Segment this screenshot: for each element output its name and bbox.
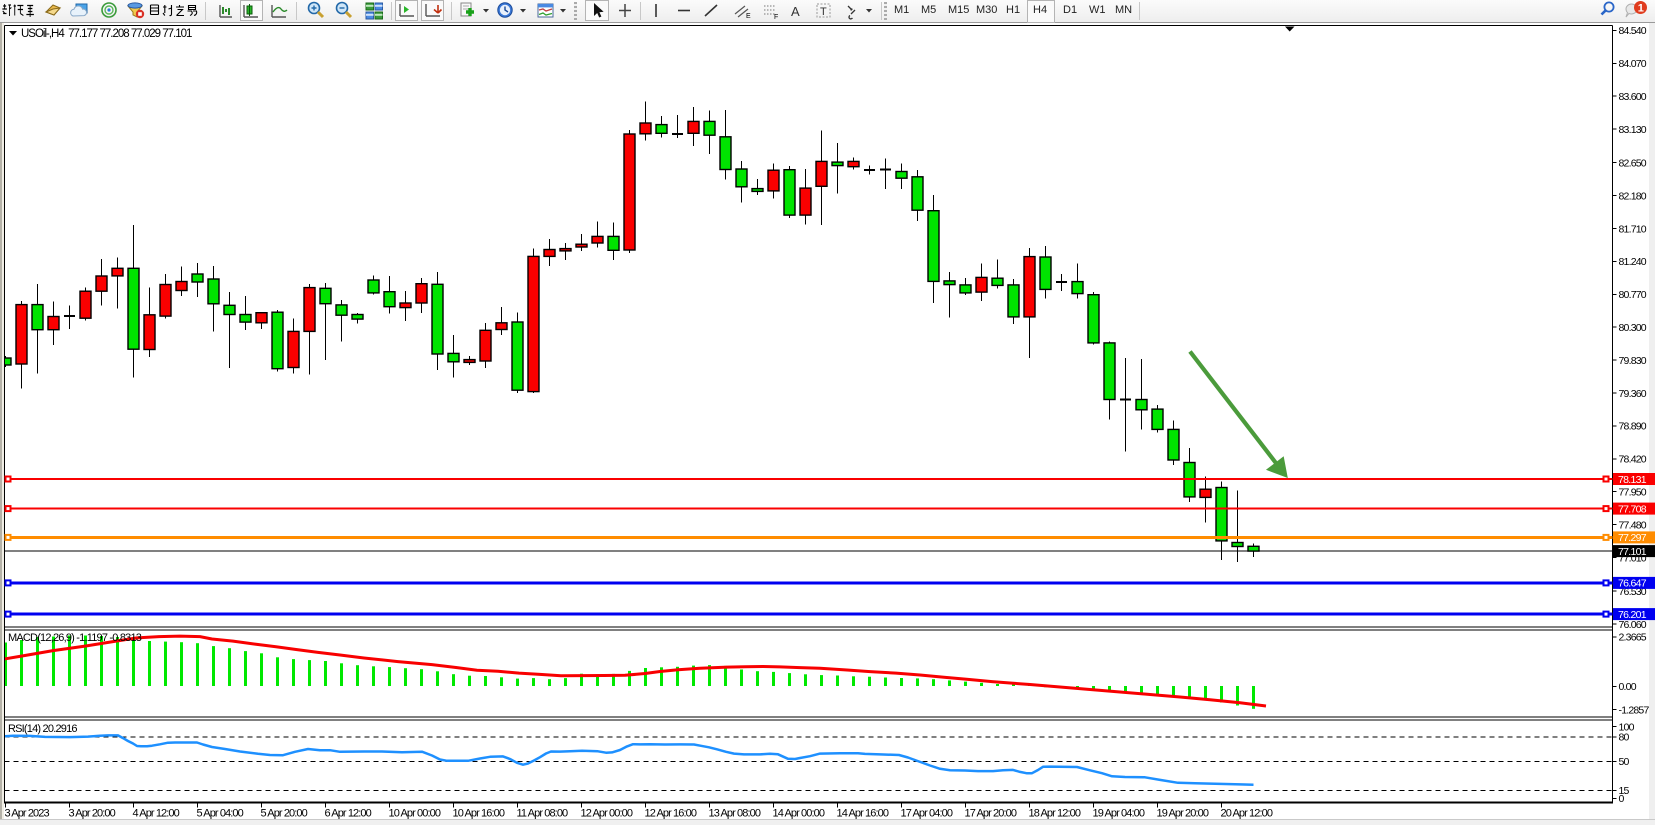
svg-text:USOil-,H4 77.177 77.208 77.02: USOil-,H4 77.177 77.208 77.029 77.101 bbox=[21, 28, 192, 40]
svg-text:11 Apr 08:00: 11 Apr 08:00 bbox=[517, 808, 569, 820]
svg-text:79.360: 79.360 bbox=[1619, 388, 1647, 400]
svg-text:77.708: 77.708 bbox=[1618, 503, 1647, 515]
svg-text:A: A bbox=[791, 4, 800, 19]
svg-text:77.480: 77.480 bbox=[1619, 519, 1647, 531]
svg-text:77.950: 77.950 bbox=[1619, 487, 1647, 499]
svg-text:RSI(14) 20.2916: RSI(14) 20.2916 bbox=[8, 723, 77, 735]
svg-text:80: 80 bbox=[1619, 732, 1630, 744]
svg-text:83.130: 83.130 bbox=[1619, 124, 1647, 136]
svg-text:20 Apr 12:00: 20 Apr 12:00 bbox=[1221, 808, 1273, 820]
svg-text:82.180: 82.180 bbox=[1619, 190, 1647, 202]
svg-text:-1.2857: -1.2857 bbox=[1619, 704, 1650, 716]
svg-text:13 Apr 08:00: 13 Apr 08:00 bbox=[709, 808, 761, 820]
svg-text:T: T bbox=[820, 6, 827, 18]
svg-text:3 Apr 2023: 3 Apr 2023 bbox=[5, 808, 50, 820]
svg-text:77.297: 77.297 bbox=[1618, 532, 1647, 544]
svg-text:17 Apr 20:00: 17 Apr 20:00 bbox=[965, 808, 1017, 820]
svg-text:76.060: 76.060 bbox=[1619, 619, 1647, 631]
svg-text:12 Apr 00:00: 12 Apr 00:00 bbox=[581, 808, 633, 820]
svg-text:5 Apr 20:00: 5 Apr 20:00 bbox=[261, 808, 308, 820]
svg-text:15: 15 bbox=[1619, 785, 1630, 797]
svg-text:10 Apr 00:00: 10 Apr 00:00 bbox=[389, 808, 441, 820]
svg-text:77.101: 77.101 bbox=[1618, 546, 1647, 558]
svg-text:F: F bbox=[774, 14, 778, 21]
svg-text:83.600: 83.600 bbox=[1619, 91, 1647, 103]
svg-text:E: E bbox=[746, 13, 751, 20]
svg-text:19 Apr 20:00: 19 Apr 20:00 bbox=[1157, 808, 1209, 820]
svg-text:0: 0 bbox=[1619, 793, 1625, 805]
svg-text:80.300: 80.300 bbox=[1619, 322, 1647, 334]
svg-text:0.00: 0.00 bbox=[1619, 681, 1637, 693]
svg-text:79.830: 79.830 bbox=[1619, 355, 1647, 367]
svg-text:14 Apr 00:00: 14 Apr 00:00 bbox=[773, 808, 825, 820]
svg-text:4 Apr 12:00: 4 Apr 12:00 bbox=[133, 808, 180, 820]
svg-text:78.890: 78.890 bbox=[1619, 421, 1647, 433]
svg-text:1: 1 bbox=[1638, 3, 1644, 15]
svg-text:80.770: 80.770 bbox=[1619, 289, 1647, 301]
svg-text:76.201: 76.201 bbox=[1618, 609, 1647, 621]
svg-text:19 Apr 04:00: 19 Apr 04:00 bbox=[1093, 808, 1145, 820]
svg-text:81.710: 81.710 bbox=[1619, 223, 1647, 235]
svg-text:84.540: 84.540 bbox=[1619, 25, 1647, 37]
svg-text:78.420: 78.420 bbox=[1619, 454, 1647, 466]
svg-text:14 Apr 16:00: 14 Apr 16:00 bbox=[837, 808, 889, 820]
svg-text:5 Apr 04:00: 5 Apr 04:00 bbox=[197, 808, 244, 820]
svg-text:76.647: 76.647 bbox=[1618, 578, 1647, 590]
svg-text:78.131: 78.131 bbox=[1618, 474, 1647, 486]
svg-text:12 Apr 16:00: 12 Apr 16:00 bbox=[645, 808, 697, 820]
svg-text:10 Apr 16:00: 10 Apr 16:00 bbox=[453, 808, 505, 820]
svg-text:MACD(12,26,9) -1.1197 -0.8313: MACD(12,26,9) -1.1197 -0.8313 bbox=[8, 632, 142, 644]
svg-text:18 Apr 12:00: 18 Apr 12:00 bbox=[1029, 808, 1081, 820]
svg-text:2.3665: 2.3665 bbox=[1619, 632, 1647, 644]
svg-text:84.070: 84.070 bbox=[1619, 58, 1647, 70]
svg-text:6 Apr 12:00: 6 Apr 12:00 bbox=[325, 808, 372, 820]
svg-text:82.650: 82.650 bbox=[1619, 158, 1647, 170]
svg-text:3 Apr 20:00: 3 Apr 20:00 bbox=[69, 808, 116, 820]
svg-text:17 Apr 04:00: 17 Apr 04:00 bbox=[901, 808, 953, 820]
svg-text:100: 100 bbox=[1619, 721, 1635, 733]
svg-text:81.240: 81.240 bbox=[1619, 256, 1647, 268]
svg-text:50: 50 bbox=[1619, 756, 1630, 768]
